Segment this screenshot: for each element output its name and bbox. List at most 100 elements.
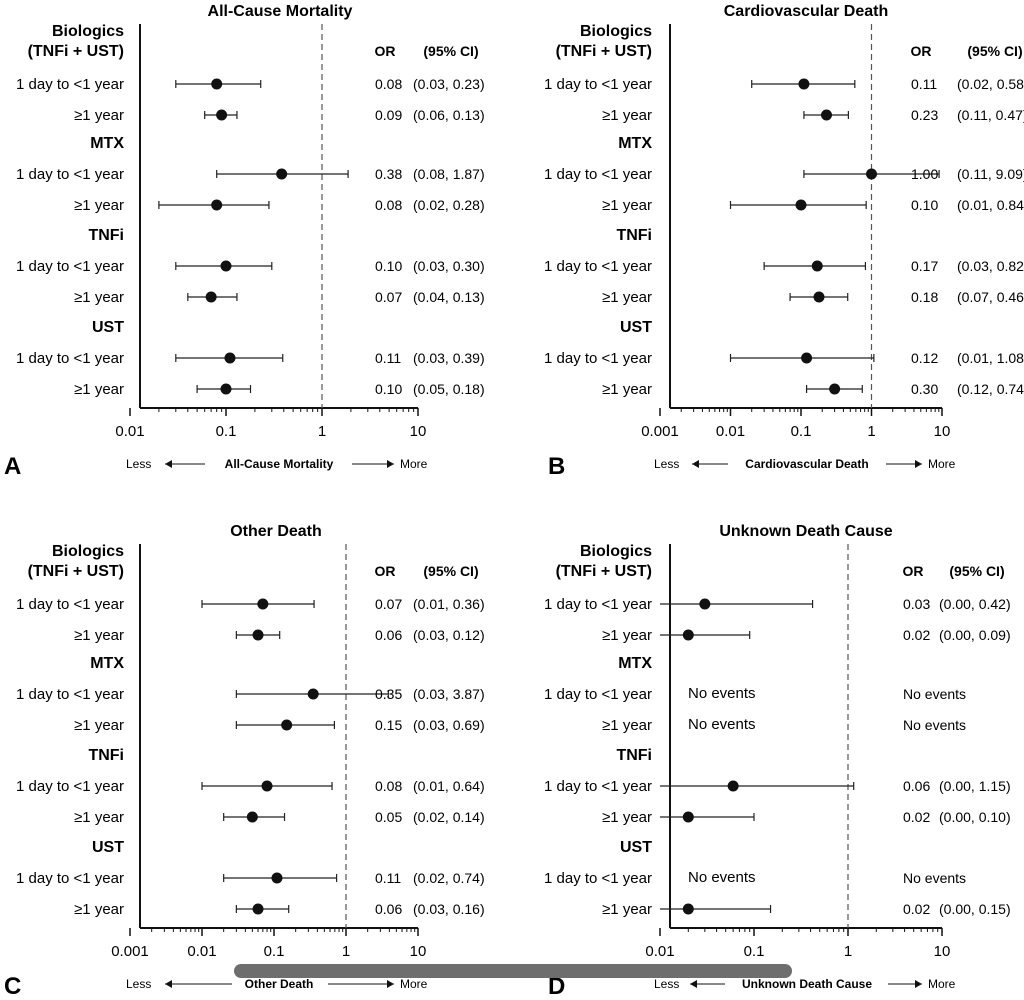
panel-b-ci-value: (0.07, 0.46) (957, 289, 1024, 305)
panel-a-point-estimate (211, 199, 223, 211)
panel-b-ci-value: (0.12, 0.74) (957, 381, 1024, 397)
panel-b-row-label: 1 day to <1 year (544, 166, 652, 183)
panel-c-arrow-left-head (165, 980, 172, 988)
panel-a-arrow-right-head (387, 460, 394, 468)
panel-d-group-label: Biologics (580, 543, 652, 560)
panel-d-ci-value: (0.00, 0.10) (939, 809, 1011, 825)
panel-b-ci-value: (0.02, 0.58 (957, 76, 1024, 92)
panel-b-title: Cardiovascular Death (724, 3, 889, 20)
panel-d-less-label: Less (654, 977, 679, 991)
panel-d-tick-label: 1 (844, 943, 852, 960)
panel-a-tick-label: 10 (410, 423, 427, 440)
panel-a-point-estimate (205, 291, 217, 303)
panel-d-point-estimate (682, 903, 694, 915)
horizontal-scrollbar[interactable] (234, 964, 792, 978)
panel-d-no-events-label: No events (688, 716, 756, 733)
panel-c-or-value: 0.06 (375, 901, 402, 917)
panel-c-row-label: 1 day to <1 year (16, 870, 124, 887)
panel-a-tick-label: 1 (318, 423, 326, 440)
panel-c-header-ci: (95% CI) (423, 563, 478, 579)
panel-c-header-or: OR (375, 563, 396, 579)
panel-c-or-value: 0.07 (375, 596, 402, 612)
panel-b-row-label: ≥1 year (602, 289, 652, 306)
panel-d-ci-value: (0.00, 0.42) (939, 596, 1011, 612)
panel-b-group-label: TNFi (616, 227, 652, 244)
panel-b-ci-value: (0.01, 0.84) (957, 197, 1024, 213)
panel-c-point-estimate (281, 719, 293, 731)
panel-b-row-label: ≥1 year (602, 197, 652, 214)
panel-b-or-value: 0.12 (911, 350, 938, 366)
panel-b-point-estimate (795, 199, 807, 211)
panel-d-point-estimate (727, 780, 739, 792)
panel-a-row-label: 1 day to <1 year (16, 166, 124, 183)
panel-a-x-axis-title: All-Cause Mortality (225, 457, 334, 471)
panel-b-x-axis-title: Cardiovascular Death (745, 457, 868, 471)
panel-a-group-label: (TNFi + UST) (28, 43, 124, 60)
panel-a-ci-value: (0.03, 0.30) (413, 258, 485, 274)
panel-c-group-label: (TNFi + UST) (28, 563, 124, 580)
panel-a-row-label: ≥1 year (74, 381, 124, 398)
panel-b-group-label: Biologics (580, 23, 652, 40)
panel-b-point-estimate (829, 383, 841, 395)
panel-d-or-value: No events (903, 717, 966, 733)
panel-c-tick-label: 0.001 (111, 943, 149, 960)
panel-c-tick-label: 1 (342, 943, 350, 960)
panel-a-header-ci: (95% CI) (423, 43, 478, 59)
panel-a-ci-value: (0.06, 0.13) (413, 107, 485, 123)
panel-c-row-label: ≥1 year (74, 627, 124, 644)
panel-a-more-label: More (400, 457, 428, 471)
panel-d-ci-value: (0.00, 0.15) (939, 901, 1011, 917)
panel-b-letter: B (548, 453, 565, 480)
panel-d-row-label: ≥1 year (602, 901, 652, 918)
panel-c-title: Other Death (230, 523, 322, 540)
panel-b-point-estimate (798, 78, 810, 90)
panel-b-or-value: 0.23 (911, 107, 938, 123)
panel-c-row-label: ≥1 year (74, 901, 124, 918)
panel-b-tick-label: 0.01 (716, 423, 745, 440)
panel-a-letter: A (4, 453, 21, 480)
panel-a-tick-label: 0.1 (216, 423, 237, 440)
panel-c-or-value: 0.11 (375, 870, 401, 886)
panel-a-title: All-Cause Mortality (208, 3, 353, 20)
panel-c-row-label: 1 day to <1 year (16, 596, 124, 613)
panel-b-tick-label: 1 (867, 423, 875, 440)
panel-d-row-label: 1 day to <1 year (544, 870, 652, 887)
panel-a-point-estimate (216, 109, 228, 121)
panel-c-row-label: ≥1 year (74, 809, 124, 826)
panel-d-ci-value: (0.00, 1.15) (939, 778, 1011, 794)
panel-b-ci-value: (0.01, 1.08) (957, 350, 1024, 366)
panel-b-or-value: 0.11 (911, 76, 937, 92)
panel-b-or-value: 1.00 (911, 166, 938, 182)
panel-c-group-label: UST (92, 839, 124, 856)
panel-a-point-estimate (220, 383, 232, 395)
panel-b-or-value: 0.30 (911, 381, 938, 397)
panel-d-or-value: No events (903, 686, 966, 702)
panel-b-header-or: OR (911, 43, 932, 59)
panel-b-or-value: 0.18 (911, 289, 938, 305)
panel-c-ci-value: (0.03, 3.87) (413, 686, 485, 702)
panel-a-row-label: 1 day to <1 year (16, 76, 124, 93)
panel-c-point-estimate (307, 688, 319, 700)
panel-d-row-label: 1 day to <1 year (544, 596, 652, 613)
panel-a-row-label: ≥1 year (74, 289, 124, 306)
panel-a-row-label: ≥1 year (74, 197, 124, 214)
panel-a-row-label: 1 day to <1 year (16, 258, 124, 275)
panel-c-ci-value: (0.03, 0.16) (413, 901, 485, 917)
panel-a-or-value: 0.09 (375, 107, 402, 123)
panel-a-or-value: 0.08 (375, 197, 402, 213)
panel-c-row-label: ≥1 year (74, 717, 124, 734)
panel-b-ci-value: (0.11, 9.09) (957, 166, 1024, 182)
panel-c-group-label: MTX (90, 655, 124, 672)
panel-a-or-value: 0.10 (375, 381, 402, 397)
panel-c-point-estimate (261, 780, 273, 792)
panel-b-point-estimate (866, 168, 877, 180)
panel-b-header-ci: (95% CI) (967, 43, 1022, 59)
panel-a-ci-value: (0.02, 0.28) (413, 197, 485, 213)
panel-c-more-label: More (400, 977, 428, 991)
panel-d-title: Unknown Death Cause (719, 523, 892, 540)
panel-a-or-value: 0.38 (375, 166, 402, 182)
panel-b-tick-label: 0.001 (641, 423, 679, 440)
panel-b-point-estimate (801, 352, 813, 364)
panel-b-point-estimate (811, 260, 823, 272)
